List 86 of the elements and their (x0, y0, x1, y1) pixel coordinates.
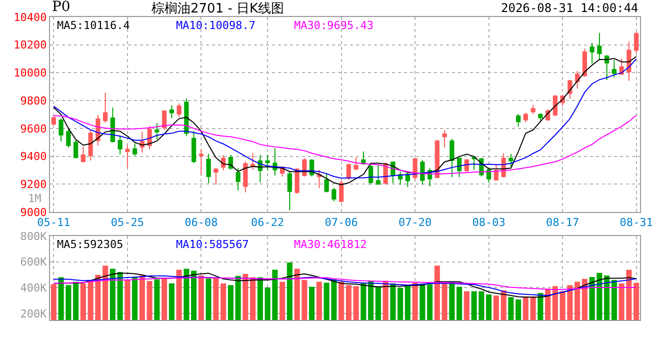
y-tick-label: 600K (20, 256, 48, 269)
candlestick (221, 154, 226, 171)
x-tick-label: 06-08 (184, 216, 218, 230)
x-tick-label: 08-17 (546, 216, 580, 230)
candlestick (58, 118, 64, 142)
candlestick (552, 94, 558, 117)
text: 1M (28, 192, 42, 205)
text: MA10:10098.7 (176, 19, 256, 32)
text: MA5:592305 (57, 238, 124, 251)
x-tick-label: 05-25 (110, 216, 144, 230)
candlestick (132, 142, 138, 156)
candlestick (214, 168, 218, 186)
candlestick (442, 129, 447, 148)
y-tick-label: 400K (20, 282, 48, 295)
candlestick (494, 164, 498, 182)
x-tick-label: 08-03 (472, 216, 506, 230)
candlestick (206, 153, 211, 184)
candlestick (88, 129, 93, 161)
candlestick (582, 48, 587, 78)
candlestick (405, 170, 410, 188)
y-tick-label: 9800 (20, 94, 47, 108)
text: MA30:461812 (294, 238, 367, 251)
y-tick-label: 200K (20, 307, 48, 320)
candlestick (530, 104, 536, 114)
candlestick (368, 163, 374, 186)
line-series (53, 114, 637, 174)
candlestick (590, 42, 594, 64)
candlestick (154, 122, 160, 140)
y-tick-label: 9400 (20, 150, 47, 164)
y-tick-label: 10000 (14, 66, 47, 80)
text: MA5:10116.4 (57, 19, 130, 32)
candlestick (118, 135, 122, 155)
candlestick (523, 112, 528, 123)
candlestick (287, 170, 292, 211)
text: 2026-08-31 14:00:44 (501, 1, 638, 15)
candlestick (169, 104, 174, 119)
x-tick-label: 08-31 (620, 216, 653, 230)
candlestick (236, 168, 240, 191)
candlestick (634, 31, 639, 54)
candlestick (626, 41, 632, 82)
candlestick (162, 110, 167, 130)
candlestick (316, 169, 322, 189)
x-tick-label: 07-06 (324, 216, 358, 230)
y-tick-label: 9600 (20, 122, 47, 136)
x-tick-label: 06-22 (250, 216, 284, 230)
y-tick-label: 10400 (14, 10, 47, 24)
candlestick (265, 154, 270, 171)
candlestick (472, 155, 476, 170)
candlestick (612, 60, 616, 78)
y-tick-label: 9000 (20, 206, 47, 219)
candlestick (324, 172, 329, 193)
chart-title: 棕榈油2701 - 日K线图 (152, 2, 284, 17)
x-tick-label: 07-20 (398, 216, 432, 230)
candlestick (198, 148, 204, 176)
text: P0 (52, 0, 70, 15)
text: MA30:9695.43 (294, 19, 374, 32)
candlestick (376, 164, 380, 186)
candlestick (457, 157, 462, 178)
y-tick-label: 10200 (14, 38, 47, 52)
candlestick (243, 160, 248, 193)
x-tick-label: 05-11 (37, 216, 70, 230)
candlestick (604, 54, 610, 81)
candlestick (538, 112, 543, 122)
candlestick (74, 139, 78, 159)
candlestick (66, 128, 71, 148)
candlestick (354, 156, 358, 170)
candlestick (176, 102, 182, 118)
candlestick (450, 138, 454, 178)
candlestick (192, 130, 196, 164)
y-tick-label: 9200 (20, 178, 47, 191)
candlestick (597, 32, 602, 60)
candlestick (516, 113, 521, 128)
candlestick (125, 144, 130, 168)
candlestick (103, 92, 108, 124)
y-tick-label: 800K (20, 230, 48, 243)
text: MA10:585567 (176, 238, 249, 251)
candlestick (508, 153, 514, 167)
candlestick (339, 180, 344, 203)
candlestick (294, 168, 300, 194)
line-series (53, 277, 637, 290)
candlestick (80, 146, 86, 164)
candlestick (420, 159, 425, 186)
candlestick (250, 152, 256, 170)
candlestick (140, 131, 144, 154)
candlestick (51, 115, 56, 126)
candlestick (332, 188, 336, 202)
